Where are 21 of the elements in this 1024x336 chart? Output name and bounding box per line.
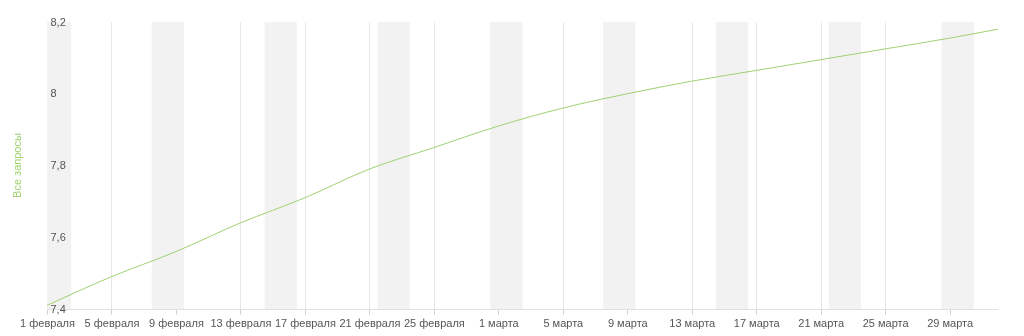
x-tick-label: 1 февраля xyxy=(20,316,75,329)
x-tick-label: 17 февраля xyxy=(274,316,336,329)
x-tick-label: 25 марта xyxy=(862,316,910,329)
x-tick-label: 17 марта xyxy=(733,316,781,329)
x-tick-label: 5 февраля xyxy=(84,316,140,329)
x-tick-label: 9 марта xyxy=(607,316,649,329)
x-tick-label: 1 марта xyxy=(478,316,520,329)
x-tick-label: 5 марта xyxy=(543,316,585,329)
y-tick-label: 8,2 xyxy=(50,15,66,28)
y-axis-title: Все запросы xyxy=(10,133,23,198)
y-tick-label: 7,6 xyxy=(50,230,66,243)
x-tick-label: 9 февраля xyxy=(149,316,204,329)
x-tick-label: 13 февраля xyxy=(210,316,272,329)
x-tick-label: 29 марта xyxy=(927,316,974,329)
x-tick-label: 21 марта xyxy=(798,316,846,329)
y-tick-label: 8 xyxy=(50,87,57,100)
x-tick-label: 21 февраля xyxy=(339,316,401,329)
y-tick-label: 7,4 xyxy=(50,302,66,315)
y-tick-label: 7,8 xyxy=(50,159,66,171)
x-tick-label: 13 марта xyxy=(669,316,717,329)
x-tick-label: 25 февраля xyxy=(403,316,465,329)
